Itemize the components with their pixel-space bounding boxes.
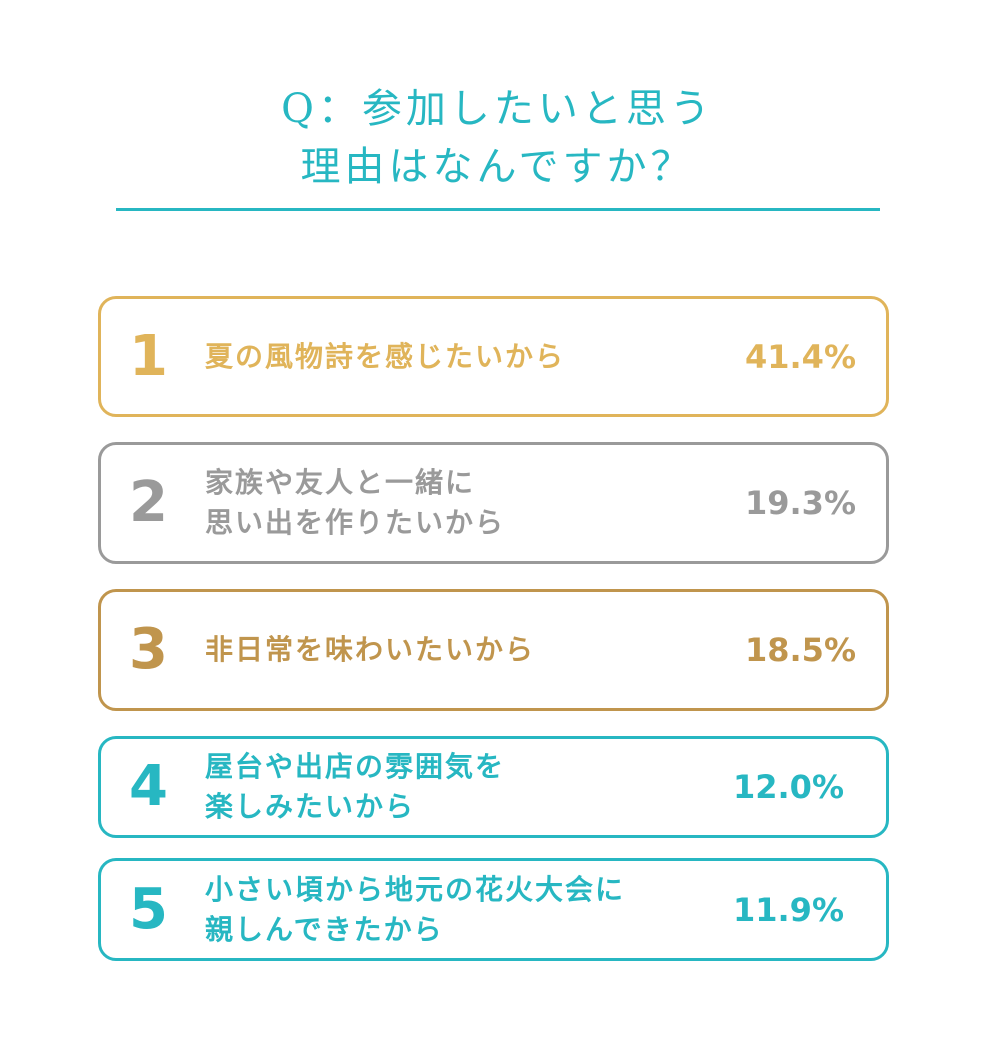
reason-line: 親しんできたから — [205, 912, 444, 946]
reason-text: 非日常を味わいたいから — [205, 630, 535, 670]
reason-line: 屋台や出店の雰囲気を — [205, 750, 506, 783]
rank-number: 4 — [129, 754, 168, 819]
percentage-value: 12.0% — [732, 768, 844, 806]
reason-line: 夏の風物詩を感じたいから — [205, 339, 566, 373]
reason-line: 家族や友人と一緒に — [205, 466, 476, 499]
question-title-line-2: 理由はなんですか？ — [300, 144, 695, 190]
ranking-card-5: 5 小さい頃から地元の花火大会に 親しんできたから 11.9% — [98, 858, 889, 961]
reason-line: 楽しみたいから — [205, 790, 416, 823]
reason-line: 非日常を味わいたいから — [205, 633, 536, 666]
percentage-value: 41.4% — [744, 337, 856, 376]
question-title-line-1: Q：参加したいと思う — [281, 86, 714, 132]
ranking-card-2: 2 家族や友人と一緒に 思い出を作りたいから 19.3% — [98, 442, 889, 564]
reason-line: 思い出を作りたいから — [205, 506, 506, 539]
rank-number: 1 — [129, 323, 168, 389]
percentage-value: 11.9% — [732, 890, 844, 929]
reason-text: 夏の風物詩を感じたいから — [205, 337, 565, 377]
reason-line: 小さい頃から地元の花火大会に — [205, 872, 626, 906]
ranking-card-4: 4 屋台や出店の雰囲気を 楽しみたいから 12.0% — [98, 736, 889, 838]
question-title: Q：参加したいと思う 理由はなんですか？ — [0, 80, 995, 196]
ranking-card-1: 1 夏の風物詩を感じたいから 41.4% — [98, 296, 889, 417]
reason-text: 屋台や出店の雰囲気を 楽しみたいから — [205, 747, 505, 827]
reason-text: 小さい頃から地元の花火大会に 親しんできたから — [205, 870, 625, 950]
title-underline — [116, 208, 880, 211]
reason-text: 家族や友人と一緒に 思い出を作りたいから — [205, 463, 505, 543]
rank-number: 5 — [129, 876, 168, 942]
rank-number: 2 — [129, 470, 168, 535]
percentage-value: 18.5% — [744, 631, 856, 669]
rank-number: 3 — [129, 617, 168, 682]
percentage-value: 19.3% — [744, 484, 856, 522]
ranking-card-3: 3 非日常を味わいたいから 18.5% — [98, 589, 889, 711]
